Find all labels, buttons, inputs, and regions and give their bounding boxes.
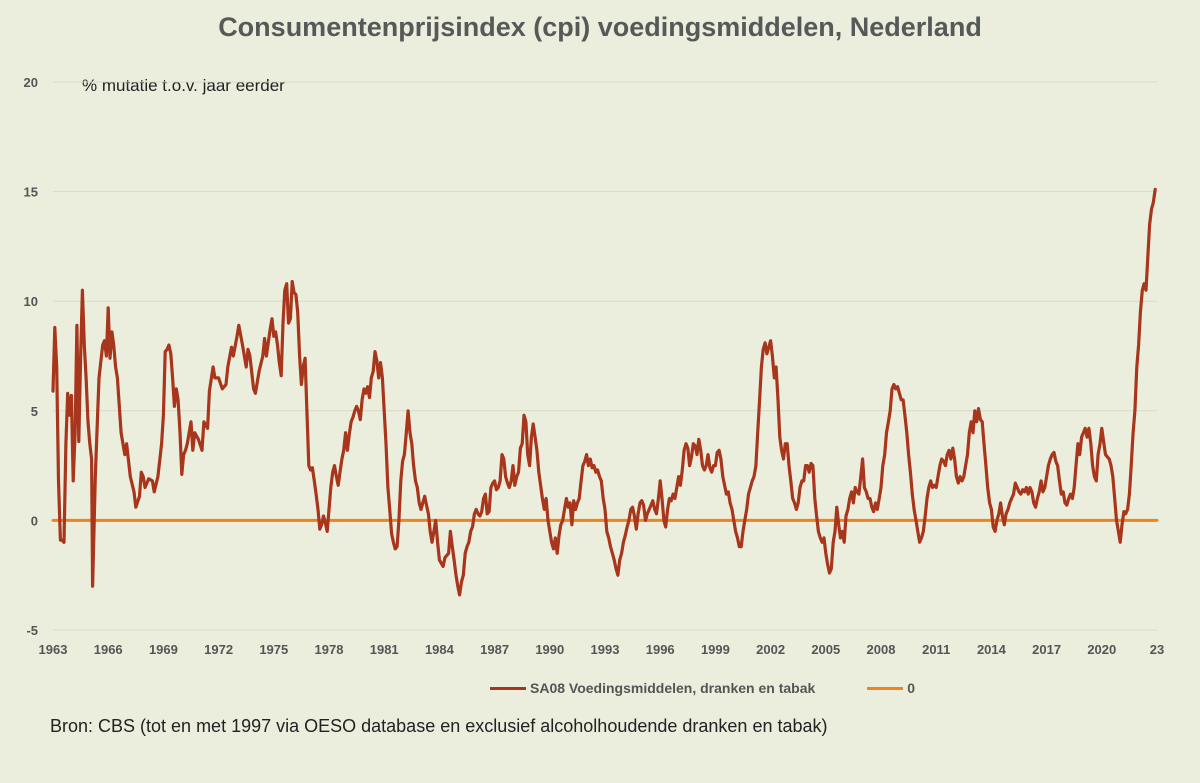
x-tick-label-5: 1978 [315,642,344,657]
gridlines [53,81,1157,631]
legend-label-series-2: 0 [907,680,916,696]
legend-label-series-1: SA08 Voedingsmiddelen, dranken en tabak [530,680,816,696]
x-tick-label-13: 2002 [756,642,785,657]
y-tick-label-2: 5 [31,404,38,419]
y-tick-label-0: -5 [26,623,38,638]
y-unit-label: % mutatie t.o.v. jaar eerder [82,76,285,95]
y-axis-ticks: -5 0 5 10 15 20 [24,75,38,638]
x-tick-label-8: 1987 [480,642,509,657]
y-tick-label-4: 15 [24,185,38,200]
x-tick-label-9: 1990 [535,642,564,657]
x-tick-label-2: 1969 [149,642,178,657]
x-axis-ticks: 1963 1966 1969 1972 1975 1978 1981 1984 1987 1990… [39,642,1165,657]
x-tick-label-14: 2005 [811,642,840,657]
x-tick-label-1: 1966 [94,642,123,657]
legend-swatch-series-2 [867,686,904,690]
x-tick-label-15: 2008 [867,642,896,657]
x-tick-label-11: 1996 [646,642,675,657]
legend-swatch-series-1 [490,686,526,690]
y-tick-label-3: 10 [24,294,38,309]
x-tick-label-19: 2020 [1087,642,1116,657]
legend-item-series-1: SA08 Voedingsmiddelen, dranken en tabak [490,680,815,696]
y-tick-label-1: 0 [31,513,38,528]
x-tick-label-6: 1981 [370,642,399,657]
x-tick-label-20: 23 [1150,642,1164,657]
x-tick-label-17: 2014 [977,642,1007,657]
x-tick-label-12: 1999 [701,642,730,657]
x-tick-label-10: 1993 [591,642,620,657]
x-tick-label-7: 1984 [425,642,455,657]
x-tick-label-4: 1975 [259,642,288,657]
x-tick-label-3: 1972 [204,642,233,657]
legend: SA08 Voedingsmiddelen, dranken en tabak … [490,680,967,696]
series-line-1 [51,187,1157,597]
source-note: Bron: CBS (tot en met 1997 via OESO data… [50,716,828,736]
series-layer [51,187,1159,597]
x-tick-label-16: 2011 [922,642,950,657]
x-tick-label-0: 1963 [39,642,68,657]
x-tick-label-18: 2017 [1032,642,1061,657]
y-tick-label-5: 20 [24,75,38,90]
chart-title: Consumentenprijsindex (cpi) voedingsmidd… [218,12,982,42]
legend-item-series-2: 0 [867,680,915,696]
